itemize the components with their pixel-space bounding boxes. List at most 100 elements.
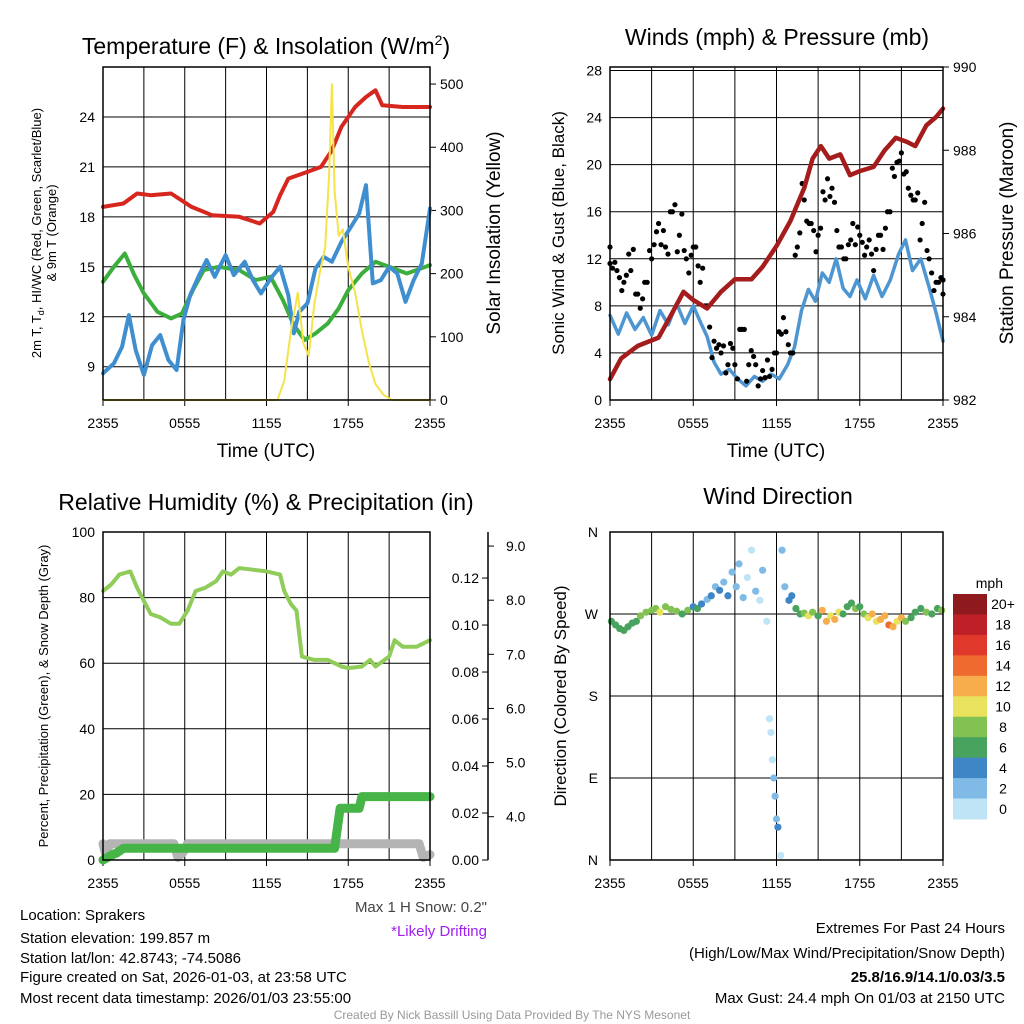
colorbar-label: 14 [995,658,1011,674]
y-tick-label: 4 [594,345,602,361]
direction-point [777,851,785,860]
gust-dot [852,242,858,248]
gust-dot [769,366,775,373]
gust-dot [723,370,729,376]
y-right-tick-label: 100 [440,329,464,345]
direction-point [868,610,876,618]
direction-point [724,592,732,600]
gust-dot [838,244,845,250]
gust-dot [688,252,694,258]
snow-tick-label: 6.0 [506,700,526,716]
direction-tick-label: N [588,524,598,540]
y-tick-label: 21 [79,159,95,175]
gust-dot [762,375,768,381]
gust-dot [609,265,616,271]
gust-dot [868,251,875,257]
x-tick-label: 2355 [414,415,445,431]
gust-dot [889,165,895,171]
direction-point [752,587,760,595]
gust-dot [693,244,699,250]
series-relative-humidity [101,566,432,671]
gust-dot [864,244,870,250]
direction-point [831,615,839,624]
y-tick-label: 40 [79,721,95,737]
precip-tick-label: 0.04 [452,758,479,774]
y-right-tick-label: 400 [440,139,464,155]
precip-tick-label: 0.12 [452,570,479,586]
direction-point [728,568,736,576]
gust-dot [850,220,856,227]
gust-dot [827,193,833,200]
y-right-tick-label: 982 [953,392,977,408]
direction-point [661,603,670,611]
extremes-values: 25.8/16.9/14.1/0.03/3.5 [851,969,1005,986]
direction-point [847,599,856,607]
gust-dot [790,350,796,356]
x-tick-label: 2355 [87,875,118,891]
direction-point [697,600,706,608]
direction-point [732,583,740,591]
gust-dot [732,362,738,368]
gust-dot [811,227,817,234]
extremes-subtitle: (High/Low/Max Wind/Precipitation/Snow De… [689,945,1005,962]
gust-dot [831,199,838,205]
colorbar-label: 2 [999,780,1007,796]
temperature-y-label-line2: & 9m T (Orange) [44,184,59,281]
gust-dot [633,291,639,297]
gust-dot [637,305,643,311]
gust-dot [764,357,771,363]
direction-point [788,592,796,600]
direction-point [636,612,645,620]
gust-dot [926,256,932,262]
gust-dot [834,227,840,234]
gust-dot [815,232,821,238]
direction-point [856,603,864,611]
y-right-tick-label: 300 [440,202,464,218]
solar-y-label: Solar Insolation (Yellow) [484,131,505,334]
direction-point [743,573,751,582]
direction-point [774,823,782,831]
direction-point [673,607,681,615]
direction-point [808,608,817,616]
precip-tick-label: 0.08 [452,664,479,680]
plot-border [609,66,944,401]
y-tick-label: 24 [79,109,95,125]
colorbar-swatch [953,675,987,697]
direction-point [667,605,675,614]
y-tick-label: 12 [79,309,95,325]
gust-dot [915,190,921,196]
gust-dot [679,211,685,217]
colorbar-swatch [953,737,987,759]
gust-dot [882,225,889,231]
y-right-tick-label: 986 [953,226,977,242]
gust-dot [612,259,618,265]
gust-dot [727,340,734,347]
direction-point [781,583,789,591]
x-tick-label: 0555 [169,415,200,431]
latlon-text: Station lat/lon: 42.8743; -74.5086 [20,950,241,967]
gust-dot [792,252,798,258]
gust-dot [667,209,673,215]
colorbar-swatch [953,716,987,738]
y-tick-label: 60 [79,655,95,671]
plot-border [102,66,431,401]
colorbar-title: mph [976,575,1003,591]
gust-dot [871,267,877,274]
direction-point [814,612,822,620]
gust-dot [737,326,743,332]
gust-dot [922,199,928,205]
colorbar-label: 12 [995,678,1011,694]
gust-dot [785,342,791,348]
x-tick-label: 2355 [414,875,445,891]
gust-dot [931,287,937,294]
humidity-y-label: Percent, Precipitation (Green), & Snow D… [36,545,51,848]
gust-dot [676,232,682,238]
gust-dot [806,220,812,227]
direction-point [678,610,686,618]
winds-panel-title: Winds (mph) & Pressure (mb) [625,24,929,50]
direction-point [693,604,702,613]
gust-dot [644,279,650,285]
x-tick-label: 1755 [844,415,875,431]
gust-dot [919,220,925,227]
gust-dot [718,350,724,356]
